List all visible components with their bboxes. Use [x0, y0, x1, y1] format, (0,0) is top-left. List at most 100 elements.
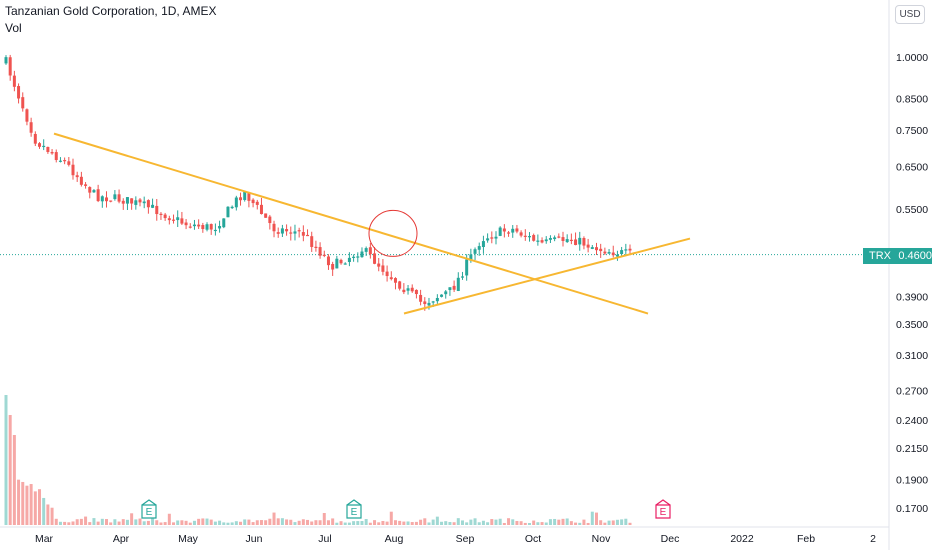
candle-body [507, 232, 511, 234]
price-tick-label: 0.7500 [896, 125, 928, 137]
candle-body [264, 213, 268, 218]
volume-bar [163, 522, 167, 525]
candle-body [285, 229, 289, 232]
currency-button[interactable]: USD [895, 5, 925, 24]
volume-bar [599, 520, 603, 525]
candle-body [540, 240, 544, 243]
volume-bar [502, 522, 506, 525]
earnings-badge [141, 499, 157, 519]
candle-body [339, 259, 343, 264]
volume-bar [594, 512, 598, 525]
price-tick-label: 0.1700 [896, 503, 928, 515]
volume-bar [569, 521, 573, 525]
volume-bars [4, 395, 632, 525]
volume-bar [460, 520, 464, 525]
candle-body [255, 201, 259, 205]
volume-bar [507, 518, 511, 525]
volume-bar [226, 522, 230, 525]
volume-bar [255, 520, 259, 525]
candle-body [155, 205, 159, 215]
candle-body [197, 224, 201, 227]
volume-bar [611, 520, 615, 525]
candle-body [71, 164, 75, 176]
volume-bar [389, 511, 393, 525]
volume-bar [335, 522, 339, 525]
volume-bar [289, 519, 293, 525]
earnings-label: E [146, 507, 153, 518]
candle-body [347, 257, 351, 262]
earnings-marker: E [346, 499, 362, 519]
candle-body [38, 143, 42, 147]
volume-bar [117, 521, 121, 525]
trendlines [53, 132, 691, 315]
volume-bar [381, 520, 385, 525]
volume-bar [477, 522, 481, 525]
volume-bar [63, 521, 67, 525]
candle-body [21, 97, 25, 109]
candle-body [360, 251, 364, 258]
price-tick-label: 0.2400 [896, 415, 928, 427]
candle-body [590, 247, 594, 249]
volume-bar [586, 522, 590, 525]
candle-body [381, 265, 385, 272]
volume-bar [38, 489, 42, 525]
volume-bar [264, 520, 268, 525]
candle-body [121, 200, 125, 204]
volume-bar [71, 521, 75, 525]
candle-body [301, 232, 305, 236]
price-tick-label: 0.3500 [896, 319, 928, 331]
time-tick-label: Feb [797, 533, 815, 545]
volume-bar [180, 520, 184, 525]
volume-bar [494, 519, 498, 525]
volume-bar [213, 521, 217, 525]
candle-body [326, 256, 330, 266]
volume-bar [557, 519, 561, 525]
volume-bar [364, 518, 368, 525]
candle-body [268, 216, 272, 224]
volume-bar [280, 518, 284, 525]
candle-body [293, 231, 297, 234]
candle-body [624, 249, 628, 251]
candle-body [280, 228, 284, 234]
candle-body [578, 237, 582, 245]
volume-bar [67, 522, 71, 525]
candle-body [352, 256, 356, 258]
volume-bar [293, 522, 297, 525]
time-tick-label: May [178, 533, 199, 545]
breakout-circle-annotation [368, 209, 418, 257]
candle-body [4, 57, 8, 64]
volume-bar [343, 522, 347, 525]
volume-bar [628, 522, 632, 525]
candle-body [25, 109, 29, 122]
time-tick-label: Mar [35, 533, 54, 545]
price-axis: 1.00000.85000.75000.65000.55000.46000.39… [896, 52, 928, 515]
candle-body [289, 232, 293, 234]
volume-bar [109, 522, 113, 525]
volume-bar [553, 518, 557, 525]
candle-body [473, 249, 477, 254]
candle-body [385, 271, 389, 277]
candle-body [452, 285, 456, 290]
volume-bar [4, 395, 8, 525]
candle-body [167, 218, 171, 221]
candle-body [79, 176, 83, 185]
candle-body [603, 251, 607, 254]
volume-bar [159, 522, 163, 525]
candle-body [561, 237, 565, 241]
volume-bar [385, 521, 389, 525]
candle-body [50, 151, 54, 154]
volume-bar [578, 522, 582, 525]
volume-bar [519, 521, 523, 525]
volume-bar [527, 522, 531, 525]
candle-body [92, 190, 96, 193]
time-tick-label: Dec [661, 533, 680, 545]
candle-body [134, 200, 138, 205]
volume-bar [398, 520, 402, 525]
candle-body [33, 133, 37, 144]
candle-body [205, 224, 209, 230]
candle-body [527, 236, 531, 238]
candle-body [532, 235, 536, 241]
candle-body [599, 248, 603, 252]
candle-body [75, 175, 79, 178]
